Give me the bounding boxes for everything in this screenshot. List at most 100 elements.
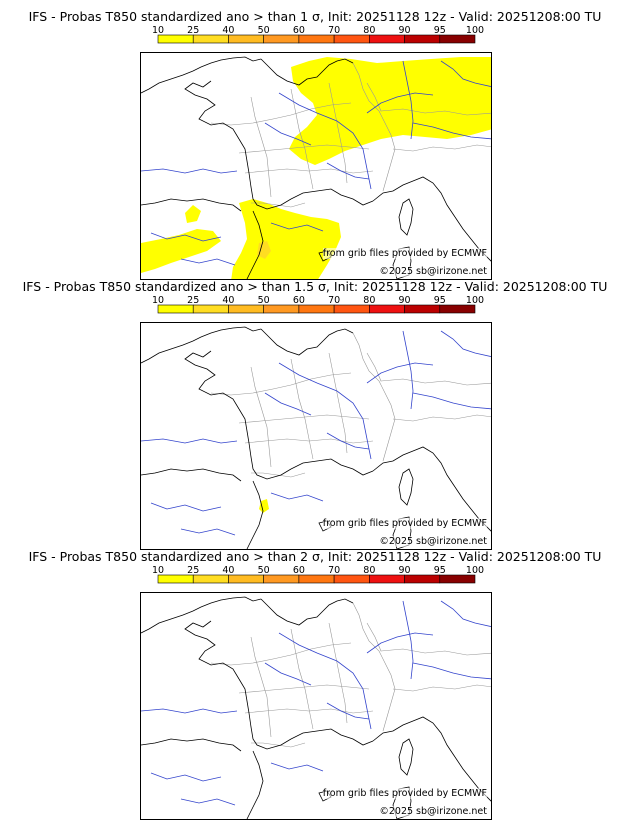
admin-border xyxy=(366,622,491,656)
admin-border xyxy=(290,628,314,730)
map-panel-3: IFS - Probas T850 standardized ano > tha… xyxy=(0,544,630,820)
coastline xyxy=(290,188,374,206)
admin-border xyxy=(210,372,352,396)
coastline xyxy=(246,480,264,549)
river xyxy=(440,60,491,87)
colorbar-segment xyxy=(157,574,194,584)
colorbar-tick-label: 60 xyxy=(293,25,305,36)
river xyxy=(150,772,222,782)
coastline xyxy=(290,728,374,746)
admin-borders-layer xyxy=(210,332,491,478)
colorbar-segment xyxy=(333,574,370,584)
rivers-layer xyxy=(141,330,491,536)
river xyxy=(264,392,312,416)
coastline xyxy=(290,458,374,476)
admin-border xyxy=(328,622,348,724)
river xyxy=(278,92,372,190)
colorbar-tick-label: 100 xyxy=(466,565,484,576)
river xyxy=(326,702,370,720)
colorbar: 10 25 40 50 60 70 80 90 95 100 xyxy=(152,295,484,314)
panel-title: IFS - Probas T850 standardized ano > tha… xyxy=(28,549,602,564)
river xyxy=(270,222,324,232)
river xyxy=(150,502,222,512)
probability-fill-layer xyxy=(259,499,269,513)
coastline xyxy=(260,598,354,626)
river xyxy=(264,122,312,146)
coastline xyxy=(184,350,240,410)
map-canvas xyxy=(141,326,491,549)
admin-border xyxy=(244,438,374,444)
colorbar-tick-label: 25 xyxy=(187,25,199,36)
colorbar-tick-label: 40 xyxy=(222,565,234,576)
colorbar-segment xyxy=(192,304,229,314)
copyright-credit: ©2025 sb@irizone.net xyxy=(379,536,487,547)
colorbar-tick-label: 70 xyxy=(328,25,340,36)
admin-border xyxy=(290,358,314,460)
river xyxy=(180,798,236,806)
rivers-layer xyxy=(141,60,491,266)
river xyxy=(402,330,414,410)
colorbar-segment xyxy=(439,34,476,44)
colorbar-segment xyxy=(369,34,405,44)
colorbar-segment xyxy=(157,304,194,314)
coastline xyxy=(238,408,292,480)
colorbar-tick-label: 50 xyxy=(258,295,270,306)
admin-border xyxy=(210,642,352,666)
colorbar-segment xyxy=(192,34,229,44)
river xyxy=(264,662,312,686)
colorbar-tick-label: 100 xyxy=(466,25,484,36)
admin-border xyxy=(250,96,272,198)
coastline-layer xyxy=(141,596,491,819)
coastline xyxy=(238,678,292,750)
river xyxy=(366,92,434,114)
colorbar-tick-label: 60 xyxy=(293,295,305,306)
colorbar: 10 25 40 50 60 70 80 90 95 100 xyxy=(152,25,484,44)
coastline xyxy=(141,56,262,94)
map-canvas xyxy=(141,56,491,279)
admin-border xyxy=(238,144,370,154)
river xyxy=(278,632,372,730)
colorbar-tick-label: 60 xyxy=(293,565,305,576)
map-panel-1: IFS - Probas T850 standardized ano > tha… xyxy=(0,4,630,280)
admin-border xyxy=(366,82,491,116)
probability-fill-layer xyxy=(141,57,491,279)
colorbar: 10 25 40 50 60 70 80 90 95 100 xyxy=(152,565,484,584)
coastline xyxy=(372,716,456,758)
coastline xyxy=(454,216,491,262)
river xyxy=(141,438,238,444)
colorbar-segment xyxy=(298,34,335,44)
admin-border xyxy=(251,472,306,478)
data-source-credit: from grib files provided by ECMWF xyxy=(322,788,487,799)
admin-border xyxy=(244,708,374,714)
island-coastline xyxy=(398,738,414,776)
colorbar-tick-label: 80 xyxy=(363,25,375,36)
colorbar-segment xyxy=(228,304,264,314)
colorbar-tick-label: 40 xyxy=(222,295,234,306)
rivers-layer xyxy=(141,600,491,806)
colorbar-segment xyxy=(439,574,476,584)
map-canvas xyxy=(141,596,491,819)
colorbar-tick-label: 10 xyxy=(152,295,164,306)
colorbar-tick-label: 90 xyxy=(399,295,411,306)
coastline xyxy=(260,58,354,86)
river xyxy=(150,232,222,242)
colorbar-segment xyxy=(439,304,476,314)
colorbar-segment xyxy=(369,304,405,314)
river xyxy=(412,662,491,680)
colorbar-tick-label: 25 xyxy=(187,295,199,306)
colorbar-tick-label: 70 xyxy=(328,565,340,576)
admin-border xyxy=(210,102,352,126)
admin-border xyxy=(392,684,491,692)
coastline-layer xyxy=(141,56,491,279)
colorbar-tick-label: 70 xyxy=(328,295,340,306)
admin-borders-layer xyxy=(210,602,491,748)
colorbar-segment xyxy=(369,574,405,584)
river xyxy=(141,168,238,174)
admin-borders-layer xyxy=(210,62,491,208)
colorbar-segment xyxy=(228,34,264,44)
probability-area xyxy=(185,205,201,223)
probability-map: from grib files provided by ECMWF ©2025 … xyxy=(140,52,492,280)
river xyxy=(180,258,236,266)
island-coastline xyxy=(398,468,414,506)
admin-border xyxy=(328,352,348,454)
